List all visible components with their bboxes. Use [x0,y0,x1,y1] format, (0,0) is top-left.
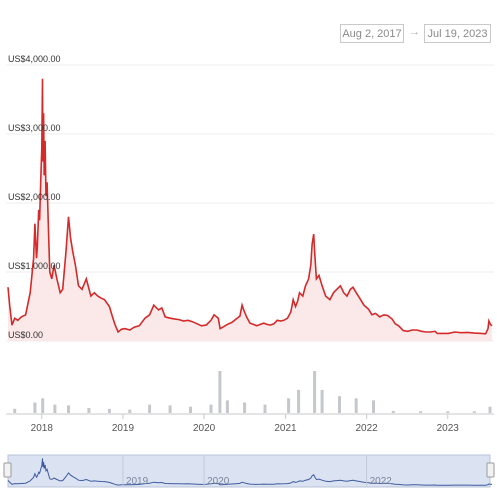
volume-bar [419,411,423,413]
y-tick-label: US$0.00 [8,330,43,340]
volume-bar [189,406,192,413]
volume-bar [263,404,267,413]
volume-bar [338,396,341,413]
navigator-handle-right[interactable] [486,462,495,478]
volume-bar [41,398,45,413]
navigator-line [7,458,493,486]
volume-bar [488,406,492,413]
volume-bar [107,408,111,413]
volume-bar [128,409,132,413]
volume-bar [13,408,17,413]
price-line [7,78,493,335]
x-axis-labels: 2018 2019 2020 2021 2022 2023 [31,414,460,434]
date-range-start-input[interactable]: Aug 2, 2017 [340,24,404,43]
y-axis-labels: US$0.00 US$1,000.00 US$2,000.00 US$3,000.00… [8,54,61,340]
volume-bar [87,408,91,413]
volume-bar [209,404,213,413]
date-range-end-input[interactable]: Jul 19, 2023 [424,24,491,43]
y-tick-label: US$1,000.00 [8,261,61,271]
volume-bar [297,389,301,413]
x-tick-label: 2021 [274,423,297,434]
volume-bar [313,371,317,413]
navigator-selection[interactable] [7,454,491,488]
volume-bar [225,400,229,413]
volume-bar [354,398,358,413]
navigator-labels: 2019 2020 2022 [122,456,393,487]
navigator-tick-label: 2019 [126,476,149,487]
y-tick-label: US$2,000.00 [8,192,61,202]
volume-layer [13,371,492,413]
volume-bar [33,402,37,413]
x-tick-label: 2023 [437,423,460,434]
volume-bar [148,404,152,413]
volume-bar [472,411,476,413]
x-tick-label: 2022 [355,423,378,434]
volume-bar [320,389,324,413]
volume-bar [218,371,222,413]
x-tick-label: 2018 [31,423,54,434]
volume-bar [446,411,450,413]
navigator-handle-left[interactable] [3,462,12,478]
price-area [8,78,492,342]
volume-bar [243,402,247,413]
volume-bar [53,404,57,413]
date-range-arrow-icon: → [409,26,420,38]
navigator-tick-label: 2020 [207,476,230,487]
navigator[interactable]: 2019 2020 2022 [3,454,495,488]
y-tick-label: US$4,000.00 [8,54,61,64]
volume-bar [287,398,291,413]
x-tick-label: 2019 [112,423,135,434]
x-tick-label: 2020 [193,423,216,434]
navigator-tick-label: 2022 [370,476,393,487]
volume-bar [168,405,172,413]
volume-bar [67,405,70,413]
volume-bar [372,400,375,413]
volume-bar [391,410,395,413]
y-tick-label: US$3,000.00 [8,123,61,133]
